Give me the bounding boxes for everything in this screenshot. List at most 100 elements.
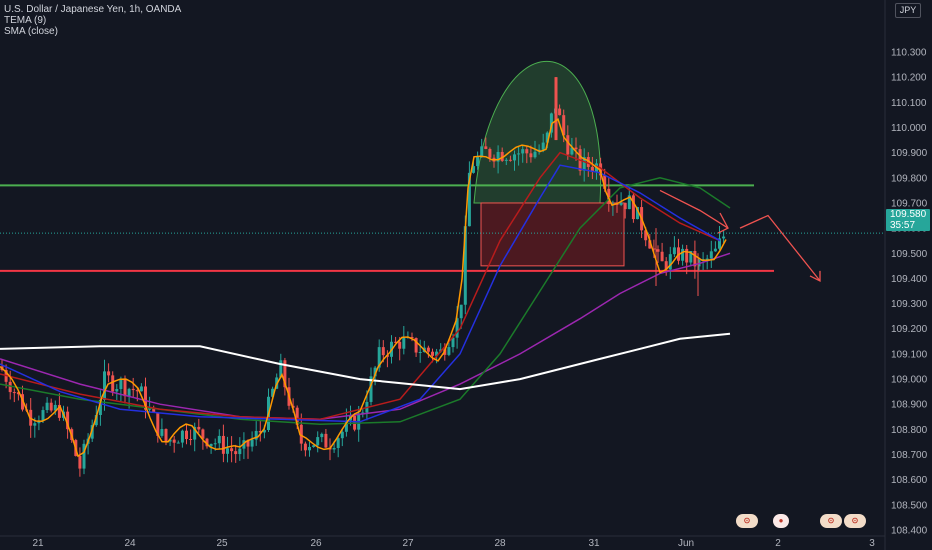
last-price-value: 109.580 [890, 209, 927, 220]
candle-body [127, 388, 131, 397]
candle-body [410, 336, 414, 339]
event-markers-right[interactable]: ⊙ ⊙ [820, 514, 868, 528]
event-markers-left[interactable]: ⊙ [736, 514, 760, 528]
candle-body [279, 360, 283, 378]
candle-body [554, 77, 558, 141]
y-tick-label: 110.200 [891, 73, 927, 84]
candle-body [308, 446, 311, 451]
symbol-title: U.S. Dollar / Japanese Yen, 1h, OANDA [4, 4, 182, 15]
candle-body [115, 389, 119, 392]
candle-body [156, 412, 160, 436]
candle-body [418, 351, 422, 353]
candle-body [459, 304, 463, 319]
candle-body [57, 404, 61, 418]
candle-body [312, 445, 316, 447]
candle-body [709, 251, 713, 259]
event-markers-mid[interactable]: ● [773, 514, 791, 528]
candle-body [656, 249, 660, 252]
candle-body [402, 337, 406, 349]
candle-body [168, 439, 172, 442]
candle-body [226, 448, 229, 454]
candle-body [488, 148, 492, 158]
candle-body [98, 399, 102, 415]
candle-body [713, 248, 717, 252]
x-tick-label: 31 [588, 538, 600, 549]
candle-body [558, 108, 562, 116]
candle-body [176, 442, 180, 444]
candle-body [299, 424, 303, 444]
candle-body [33, 423, 37, 426]
candle-body [41, 410, 45, 421]
candle-body [705, 258, 709, 260]
indicator-sma-label[interactable]: SMA (close) [4, 26, 58, 37]
candle-body [672, 247, 676, 255]
projection-arrow-2-head [809, 270, 821, 282]
candle-body [636, 207, 639, 220]
candle-body [103, 371, 106, 400]
x-tick-label: 25 [216, 538, 228, 549]
candle-body [718, 238, 721, 249]
candle-body [45, 402, 49, 411]
tema-line [0, 118, 727, 458]
candle-body [336, 438, 340, 448]
candle-body [533, 151, 537, 158]
candle-body [566, 135, 570, 155]
y-tick-label: 109.200 [891, 324, 928, 335]
candle-body [431, 351, 434, 356]
candle-body [529, 153, 533, 158]
candle-body [513, 154, 516, 161]
indicator-tema-label[interactable]: TEMA (9) [4, 15, 47, 26]
currency-badge[interactable]: JPY [895, 3, 921, 18]
projection-arrow-1-head [717, 212, 729, 234]
candle-body [377, 347, 381, 368]
candle-body [467, 172, 471, 227]
split-icon[interactable]: ⊙ [844, 514, 866, 528]
candle-body [623, 202, 627, 210]
x-tick-label: 21 [32, 538, 44, 549]
y-tick-label: 109.000 [891, 375, 928, 386]
candle-body [148, 407, 152, 410]
sma-blue-line [0, 164, 721, 423]
news-flag-icon[interactable]: ● [773, 514, 789, 528]
candle-body [21, 394, 24, 410]
candle-body [472, 166, 475, 173]
candle-body [545, 132, 549, 143]
candle-body [16, 392, 20, 395]
candle-body [517, 153, 521, 155]
candle-body [381, 347, 385, 356]
candle-body [603, 175, 607, 189]
candle-body [484, 146, 488, 149]
candle-body [644, 230, 648, 241]
candle-body [111, 375, 115, 392]
candle-body [123, 379, 127, 397]
dividend-icon[interactable]: ⊙ [820, 514, 842, 528]
last-price-tag: 109.580 35:57 [886, 209, 930, 231]
y-tick-label: 110.000 [891, 123, 927, 134]
y-tick-label: 108.500 [891, 500, 928, 511]
candle-body [78, 455, 82, 469]
candle-body [607, 188, 611, 204]
candle-body [722, 236, 726, 239]
candle-body [627, 195, 631, 210]
candle-body [119, 379, 123, 390]
candle-body [447, 347, 451, 355]
candle-body [201, 429, 205, 439]
y-tick-label: 110.100 [891, 98, 927, 109]
candle-body [599, 163, 603, 176]
candle-body [185, 430, 188, 439]
candle-body [94, 414, 98, 426]
y-tick-label: 109.900 [891, 148, 928, 159]
y-tick-label: 109.300 [891, 299, 928, 310]
candle-body [164, 429, 168, 442]
y-tick-label: 108.700 [891, 450, 928, 461]
candle-body [238, 448, 242, 455]
y-tick-label: 109.100 [891, 349, 928, 360]
candle-body [230, 448, 234, 452]
candle-body [631, 195, 635, 220]
candle-body [160, 429, 164, 436]
chart-legend: U.S. Dollar / Japanese Yen, 1h, OANDA TE… [4, 4, 181, 37]
candle-body [500, 151, 504, 161]
y-tick-label: 109.500 [891, 249, 928, 260]
earnings-icon[interactable]: ⊙ [736, 514, 758, 528]
